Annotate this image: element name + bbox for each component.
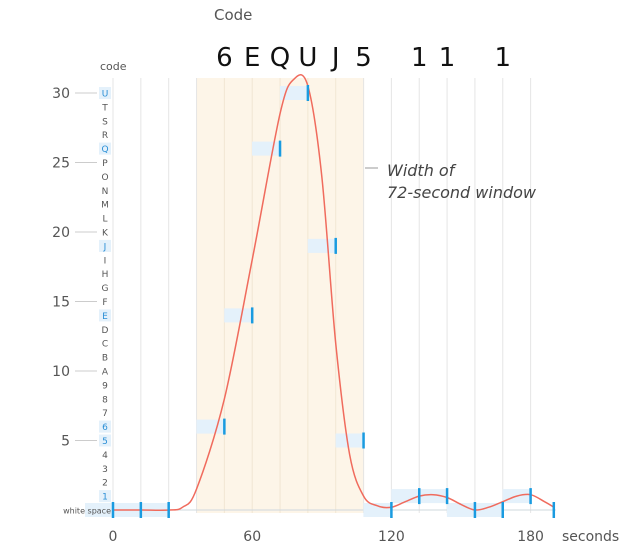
top-code-char: E xyxy=(244,43,260,73)
x-tick-label: 60 xyxy=(243,529,261,545)
code-tick-label: L xyxy=(102,215,107,225)
code-tick-label: E xyxy=(102,312,108,322)
code-tick-label: T xyxy=(101,103,108,113)
y-tick-label: 10 xyxy=(52,364,70,380)
signal-curve-group xyxy=(113,74,555,511)
top-code-char: 1 xyxy=(411,43,428,73)
top-code-char: Q xyxy=(270,43,290,73)
x-tick-label: 0 xyxy=(109,529,118,545)
code-tick-highlight xyxy=(99,490,111,503)
code-tick-label: C xyxy=(102,340,108,350)
code-tick-label: R xyxy=(102,131,108,141)
sample-box xyxy=(307,238,336,253)
y-tick-label: 20 xyxy=(52,225,70,241)
y-tick-label: 15 xyxy=(52,295,70,311)
top-code-char: 1 xyxy=(494,43,511,73)
top-code-header: Code xyxy=(214,6,252,24)
code-tick-label: 7 xyxy=(102,409,108,419)
code-tick-label: G xyxy=(102,284,109,294)
code-tick-label: S xyxy=(102,117,108,127)
x-axis-ticks: 0 60 120 180 xyxy=(109,529,544,545)
code-tick-label: P xyxy=(102,159,108,169)
code-tick-highlight xyxy=(99,309,111,322)
code-tick-label: white space xyxy=(63,507,111,516)
code-tick-label: 2 xyxy=(102,479,108,489)
x-axis-label: seconds xyxy=(562,529,619,545)
sample-box xyxy=(446,503,475,517)
top-code-char: J xyxy=(330,43,340,73)
sample-box xyxy=(85,503,113,517)
top-code-char: 6 xyxy=(216,43,233,73)
code-tick-label: I xyxy=(104,256,107,266)
signal-curve xyxy=(113,74,555,511)
code-tick-highlight xyxy=(99,239,111,252)
window-label-line2: 72-second window xyxy=(387,183,537,202)
code-tick-label: O xyxy=(101,173,108,183)
sample-box xyxy=(391,489,420,504)
code-tick-label: H xyxy=(102,270,109,280)
code-tick-label: 8 xyxy=(102,395,108,405)
y-tick-label: 5 xyxy=(61,434,70,450)
code-axis-label: code xyxy=(100,60,127,73)
code-tick-label: A xyxy=(102,368,109,378)
sample-box xyxy=(252,141,281,156)
sample-box xyxy=(196,419,225,434)
code-tick-label: 5 xyxy=(102,437,108,447)
sample-box xyxy=(419,489,448,504)
code-tick-label: 6 xyxy=(102,423,108,433)
code-tick-label: 1 xyxy=(102,493,108,503)
code-tick-label: 3 xyxy=(102,465,108,475)
sample-box xyxy=(363,503,392,517)
code-axis: white space 1 2 3 4 5 6 7 8 9 ABCDEFGHIJKLMNOPQRST… xyxy=(63,87,111,516)
sample-boxes xyxy=(85,86,531,517)
code-tick-label: J xyxy=(103,242,107,252)
y-tick-label: 25 xyxy=(52,156,70,172)
code-tick-highlight xyxy=(99,142,111,155)
code-tick-label: K xyxy=(102,229,109,239)
code-tick-label: 9 xyxy=(102,381,108,391)
top-code-char: U xyxy=(298,43,317,73)
top-code-char: 5 xyxy=(355,43,372,73)
code-tick-label: U xyxy=(102,90,109,100)
code-tick-highlight xyxy=(99,87,111,99)
code-tick-label: F xyxy=(102,298,107,308)
sample-box xyxy=(474,503,503,517)
window-label-line1: Width of xyxy=(387,161,457,180)
code-tick-label: B xyxy=(102,354,108,364)
x-tick-label: 120 xyxy=(378,529,405,545)
code-tick-highlight xyxy=(99,420,111,433)
code-tick-highlight xyxy=(99,434,111,447)
top-code-char: 1 xyxy=(439,43,456,73)
sample-markers xyxy=(111,85,556,518)
sample-box xyxy=(224,308,253,323)
code-tick-label: Q xyxy=(101,145,108,155)
code-tick-label: M xyxy=(101,201,109,211)
y-axis-ticks: 5 10 15 20 25 30 xyxy=(52,86,97,450)
x-tick-label: 180 xyxy=(517,529,544,545)
code-tick-label: D xyxy=(102,326,109,336)
code-tick-label: 4 xyxy=(102,451,108,461)
sample-box xyxy=(335,433,364,448)
code-tick-label: N xyxy=(102,187,109,197)
y-tick-label: 30 xyxy=(52,86,70,102)
